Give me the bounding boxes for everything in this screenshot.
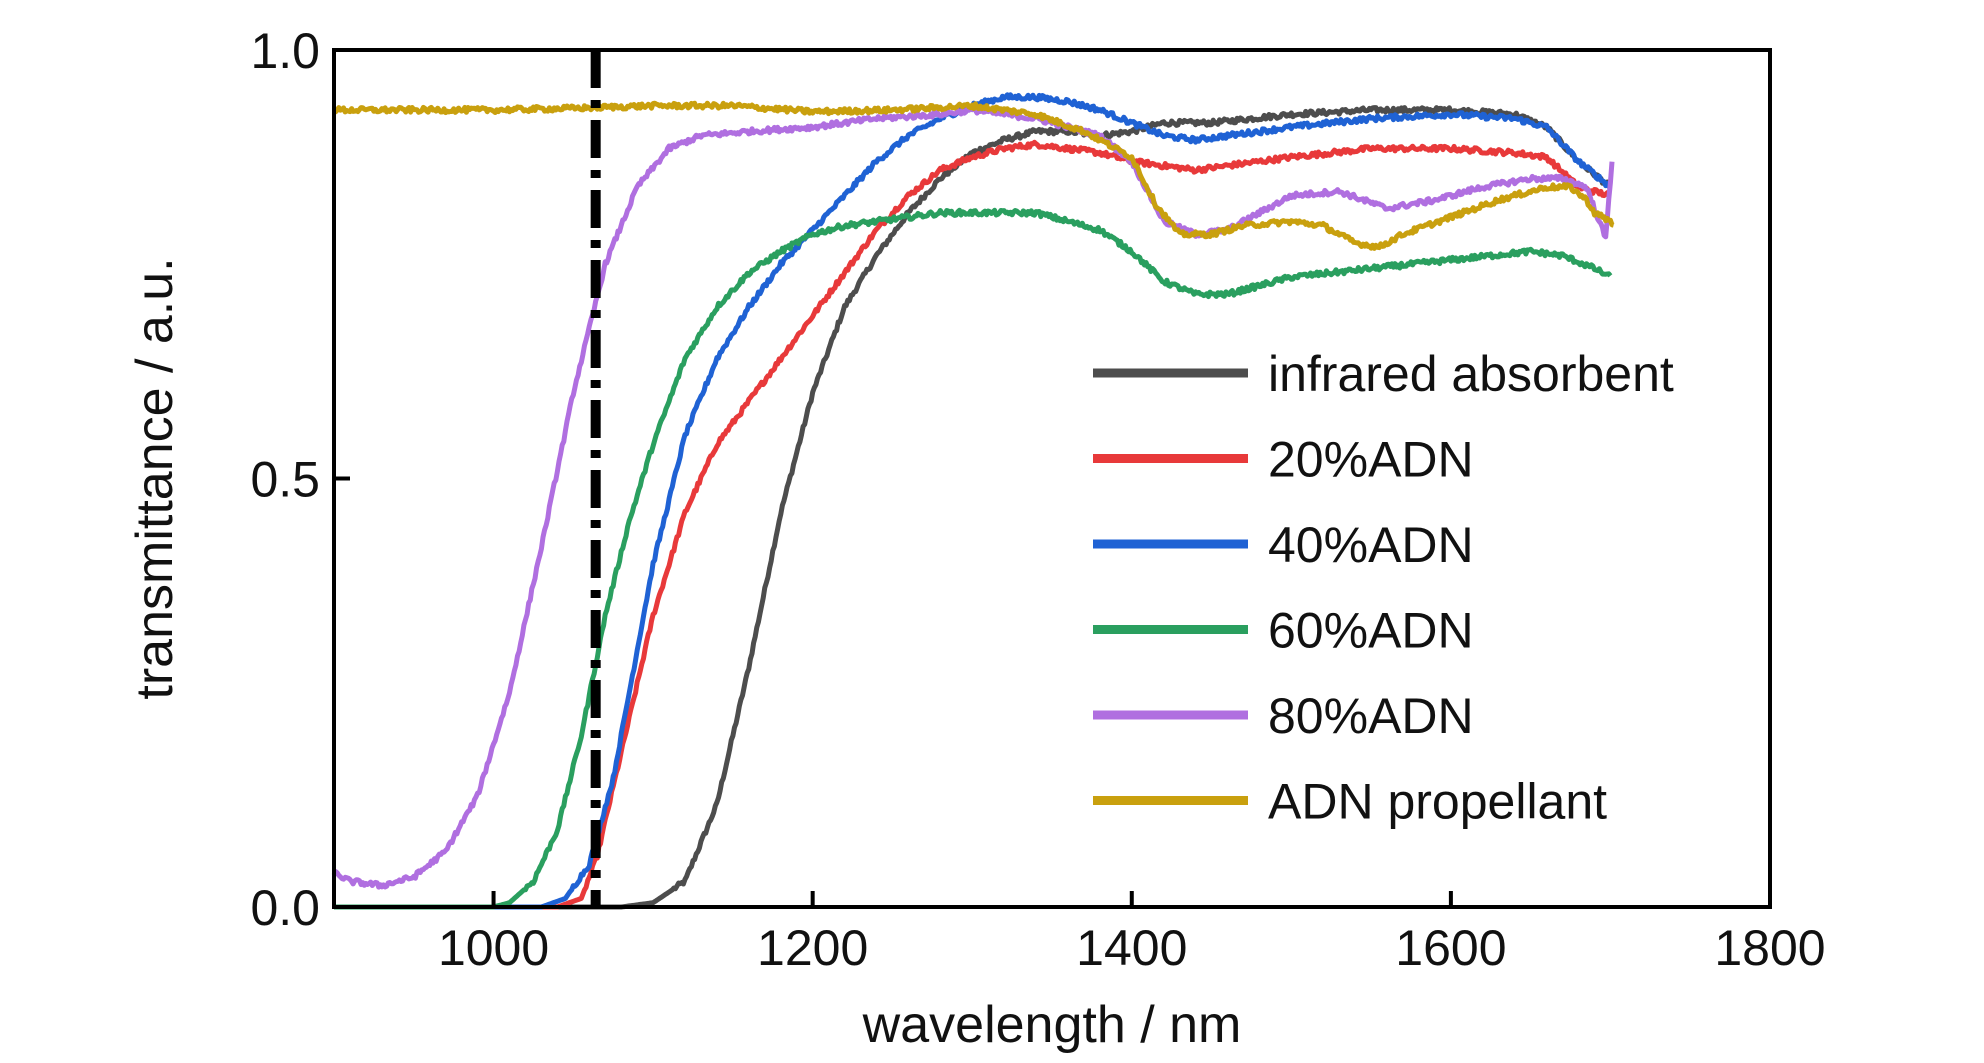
y-tick-label: 0.5: [250, 452, 320, 508]
legend: infrared absorbent 20%ADN 40%ADN 60%ADN 80%A…: [1093, 346, 1674, 830]
y-axis: 0.0 0.5 1.0: [250, 23, 350, 936]
y-axis-title: transmittance / a.u.: [126, 257, 184, 699]
legend-label-3: 40%ADN: [1268, 517, 1474, 573]
y-tick-label: 0.0: [250, 880, 320, 936]
legend-label-5: 80%ADN: [1268, 688, 1474, 744]
x-tick-label: 1400: [1076, 920, 1187, 976]
x-axis: 1000 1200 1400 1600 1800: [438, 891, 1826, 976]
x-axis-title: wavelength / nm: [862, 996, 1242, 1054]
series-line-4: [333, 207, 1613, 910]
y-tick-label: 1.0: [250, 23, 320, 79]
series-line-6: [333, 100, 1615, 251]
x-tick-label: 1800: [1714, 920, 1825, 976]
legend-label-1: infrared absorbent: [1268, 346, 1674, 402]
legend-label-4: 60%ADN: [1268, 603, 1474, 659]
x-tick-label: 1200: [757, 920, 868, 976]
x-tick-label: 1000: [438, 920, 549, 976]
legend-label-2: 20%ADN: [1268, 432, 1474, 488]
legend-label-6: ADN propellant: [1268, 774, 1607, 830]
x-tick-label: 1600: [1395, 920, 1506, 976]
